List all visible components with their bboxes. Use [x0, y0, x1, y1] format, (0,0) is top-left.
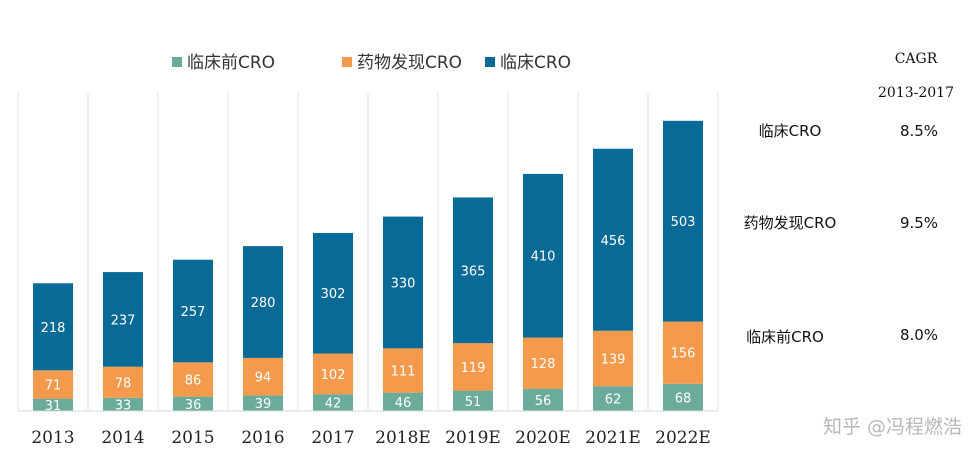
bar-segment: [243, 357, 283, 396]
bar-segment: [173, 396, 213, 411]
bar-segment: [523, 388, 563, 411]
cagr-row-value-clinical: 8.5%: [900, 122, 938, 140]
x-tick-label: 2018E: [375, 428, 431, 448]
x-tick-label: 2017: [311, 428, 354, 448]
bar-value-label: 302: [321, 287, 346, 302]
bar-value-label: 139: [601, 353, 626, 368]
cagr-row-label-preclinical: 临床前CRO: [746, 328, 824, 346]
bar-value-label: 94: [255, 371, 272, 386]
cagr-row-value-preclinical: 8.0%: [900, 326, 938, 344]
bar-value-label: 128: [531, 357, 556, 372]
bar-segment: [243, 395, 283, 411]
bar-value-label: 42: [325, 397, 342, 412]
x-tick-label: 2015: [171, 428, 214, 448]
bar-segment: [593, 386, 633, 411]
legend-swatch: [172, 57, 182, 67]
bar-segment: [33, 370, 73, 399]
legend-label: 药物发现CRO: [357, 53, 462, 73]
bar-segment: [523, 173, 563, 338]
bar-value-label: 62: [605, 393, 622, 408]
x-tick-label: 2013: [31, 428, 74, 448]
bar-value-label: 156: [671, 347, 696, 362]
cagr-period: 2013-2017: [878, 85, 954, 101]
x-tick-label: 2016: [241, 428, 284, 448]
bar-value-label: 86: [185, 373, 202, 388]
x-tick-label: 2021E: [585, 428, 641, 448]
bar-value-label: 365: [461, 264, 486, 279]
bar-segment: [33, 398, 73, 411]
cagr-row-value-discovery: 9.5%: [900, 214, 938, 232]
bar-value-label: 46: [395, 396, 412, 411]
bar-value-label: 36: [185, 398, 202, 413]
bar-value-label: 78: [115, 376, 132, 391]
bar-value-label: 410: [531, 250, 556, 265]
bar-segment: [663, 321, 703, 384]
bar-segment: [313, 353, 353, 395]
bar-value-label: 280: [251, 296, 276, 311]
legend-item: 药物发现CRO: [342, 53, 462, 73]
x-tick-label: 2020E: [515, 428, 571, 448]
x-axis-labels: 2013 2014 2015 2016 2017 2018E 2019E 2020E 2021E…: [31, 428, 710, 448]
x-tick-label: 2022E: [655, 428, 711, 448]
bar-value-label: 119: [461, 361, 486, 376]
bar-segment: [173, 259, 213, 363]
bar-segment: [313, 394, 353, 411]
cagr-row-label-clinical: 临床CRO: [759, 122, 822, 140]
bar-segment: [243, 246, 283, 358]
cagr-row-label-discovery: 药物发现CRO: [744, 214, 837, 232]
bar-value-label: 51: [465, 395, 482, 410]
bar-segment: [173, 362, 213, 397]
bar-segment: [103, 397, 143, 411]
bar-value-label: 257: [181, 305, 206, 320]
x-tick-label: 2014: [101, 428, 144, 448]
legend: 临床前CRO 药物发现CRO 临床CRO: [172, 53, 571, 73]
bar-segment: [453, 343, 493, 391]
grid-lines: [17, 92, 719, 411]
bar-value-label: 102: [321, 368, 346, 383]
bar-segment: [453, 390, 493, 411]
bar-value-label: 56: [535, 394, 552, 409]
legend-swatch: [342, 57, 352, 67]
bar-value-label: 237: [111, 313, 136, 328]
legend-item: 临床前CRO: [172, 53, 275, 73]
bar-segment: [523, 337, 563, 389]
legend-swatch: [485, 57, 495, 67]
bar-segment: [593, 330, 633, 387]
cagr-header: CAGR: [895, 51, 938, 67]
bar-value-label: 71: [45, 378, 62, 393]
bar-segment: [103, 272, 143, 367]
bar-value-label: 218: [41, 321, 66, 336]
bar-segment: [593, 148, 633, 331]
bar-segment: [383, 348, 423, 393]
bars: 31 71 218 33 78 237 36 86 257 39 94 280 42 102 302 46 11…: [33, 120, 703, 414]
legend-label: 临床前CRO: [187, 53, 275, 73]
bar-value-label: 330: [391, 276, 416, 291]
bar-value-label: 31: [45, 399, 62, 414]
bar-segment: [383, 216, 423, 349]
bar-value-label: 456: [601, 234, 626, 249]
bar-segment: [663, 120, 703, 322]
bar-value-label: 111: [391, 364, 416, 379]
x-tick-label: 2019E: [445, 428, 501, 448]
bar-segment: [313, 232, 353, 354]
bar-segment: [663, 383, 703, 411]
bar-value-label: 68: [675, 391, 692, 406]
cagr-table: CAGR 2013-2017 临床CRO 8.5% 药物发现CRO 9.5% 临…: [744, 51, 954, 346]
watermark-text: 知乎 @冯程燃浩: [823, 416, 962, 438]
legend-label: 临床CRO: [500, 53, 571, 73]
bar-segment: [103, 366, 143, 398]
bar-value-label: 33: [115, 398, 132, 413]
bar-segment: [33, 283, 73, 371]
bar-value-label: 503: [671, 215, 696, 230]
legend-item: 临床CRO: [485, 53, 571, 73]
bar-value-label: 39: [255, 397, 272, 412]
bar-segment: [383, 392, 423, 411]
bar-segment: [453, 197, 493, 344]
